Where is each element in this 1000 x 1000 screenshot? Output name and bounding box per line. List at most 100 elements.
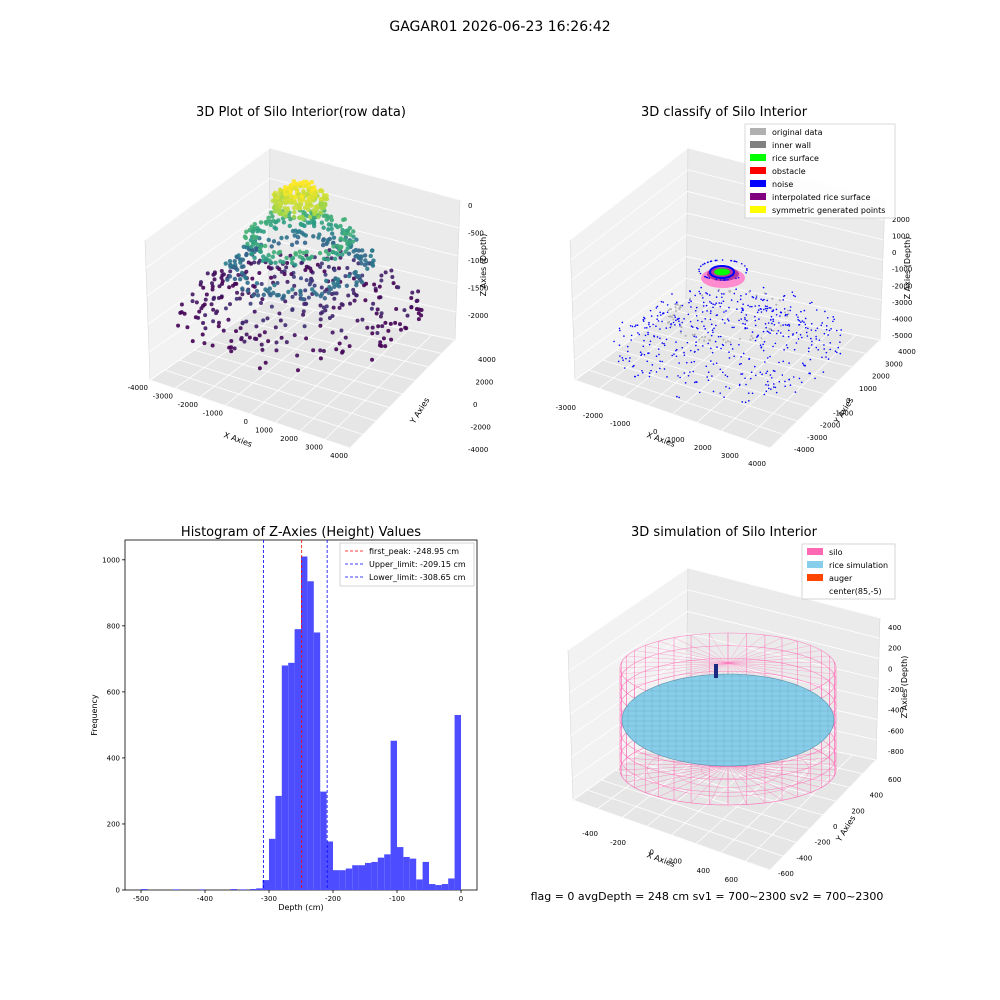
chart-raw-title: 3D Plot of Silo Interior(row data) xyxy=(196,105,406,120)
noise-point xyxy=(744,317,746,319)
chart-simulation-3d: 3D simulation of Silo Interior -400-2000… xyxy=(567,525,909,884)
raw-point xyxy=(297,198,302,203)
raw-point xyxy=(312,283,317,288)
noise-point xyxy=(656,336,659,338)
noise-point xyxy=(705,365,708,368)
noise-point xyxy=(764,323,767,325)
noise-point xyxy=(739,298,742,301)
raw-point xyxy=(277,266,282,271)
noise-point xyxy=(782,299,785,301)
noise-point xyxy=(769,374,772,376)
noise-point xyxy=(767,384,770,386)
noise-point xyxy=(665,327,668,329)
raw-point xyxy=(212,271,217,276)
raw-point xyxy=(344,283,350,288)
noise-point xyxy=(733,326,735,329)
original-point xyxy=(674,310,677,313)
raw-point xyxy=(210,281,215,286)
raw-point xyxy=(309,269,314,274)
original-point xyxy=(678,307,681,310)
noise-point xyxy=(829,348,832,351)
noise-point xyxy=(770,315,773,318)
noise-point xyxy=(676,395,678,398)
original-point xyxy=(674,306,677,309)
chart-raw-xtick: 2000 xyxy=(280,435,298,443)
noise-point xyxy=(824,310,826,313)
noise-point xyxy=(839,334,842,337)
noise-point xyxy=(671,354,674,357)
noise-point xyxy=(695,306,698,309)
noise-point xyxy=(741,401,744,403)
raw-point xyxy=(369,248,375,253)
raw-point xyxy=(379,273,384,278)
noise-point xyxy=(690,361,693,364)
raw-point xyxy=(263,287,268,292)
noise-point xyxy=(677,375,679,377)
raw-point xyxy=(263,360,268,365)
noise-point xyxy=(705,292,707,294)
chart-raw-ztick: -1500 xyxy=(468,285,488,293)
raw-point xyxy=(252,309,257,314)
noise-point xyxy=(822,371,825,373)
raw-point xyxy=(261,292,266,298)
raw-point xyxy=(321,205,327,211)
noise-point xyxy=(687,374,690,377)
raw-point xyxy=(352,270,357,276)
status-line: flag = 0 avgDepth = 248 cm sv1 = 700~230… xyxy=(531,890,884,903)
raw-point xyxy=(351,276,356,281)
noise-point xyxy=(775,308,778,311)
noise-point xyxy=(786,324,789,327)
noise-point xyxy=(784,324,787,326)
raw-point xyxy=(274,348,279,353)
noise-point xyxy=(710,310,712,312)
raw-point xyxy=(202,302,207,307)
noise-point xyxy=(619,329,621,332)
raw-point xyxy=(347,242,352,247)
noise-point xyxy=(689,349,692,352)
noise-point xyxy=(642,320,645,322)
histogram-bar xyxy=(198,889,205,890)
raw-point xyxy=(219,295,224,300)
raw-point xyxy=(306,187,311,193)
noise-point xyxy=(767,357,769,359)
raw-point xyxy=(394,307,399,312)
noise-point xyxy=(689,371,691,373)
noise-point xyxy=(797,316,799,318)
noise-point xyxy=(767,387,770,390)
raw-point xyxy=(332,256,338,261)
raw-point xyxy=(322,196,328,201)
noise-point xyxy=(809,358,812,361)
raw-point xyxy=(303,233,309,238)
noise-point xyxy=(767,331,770,333)
noise-point xyxy=(742,322,744,325)
original-point xyxy=(786,309,789,312)
histogram-bar xyxy=(435,885,442,890)
noise-point xyxy=(774,342,777,345)
raw-point xyxy=(374,311,379,316)
raw-point xyxy=(346,251,352,256)
original-point xyxy=(691,333,694,336)
noise-point xyxy=(675,355,678,358)
raw-point xyxy=(202,341,207,346)
raw-point xyxy=(285,261,290,266)
raw-point xyxy=(327,248,332,253)
noise-point xyxy=(784,313,787,316)
noise-point xyxy=(643,316,645,319)
noise-point xyxy=(769,307,772,309)
noise-point xyxy=(634,325,636,328)
noise-point xyxy=(637,332,639,334)
noise-point xyxy=(648,323,650,326)
noise-point xyxy=(640,353,643,355)
noise-point xyxy=(820,324,822,327)
raw-point xyxy=(230,283,235,288)
noise-point xyxy=(769,319,772,321)
histogram-bar xyxy=(301,556,308,890)
raw-point xyxy=(377,295,382,300)
noise-point xyxy=(839,352,842,355)
noise-point xyxy=(775,391,778,394)
raw-point xyxy=(302,324,307,329)
noise-point xyxy=(772,345,774,348)
raw-point xyxy=(416,317,421,322)
noise-point xyxy=(714,303,716,306)
original-point xyxy=(772,329,775,332)
